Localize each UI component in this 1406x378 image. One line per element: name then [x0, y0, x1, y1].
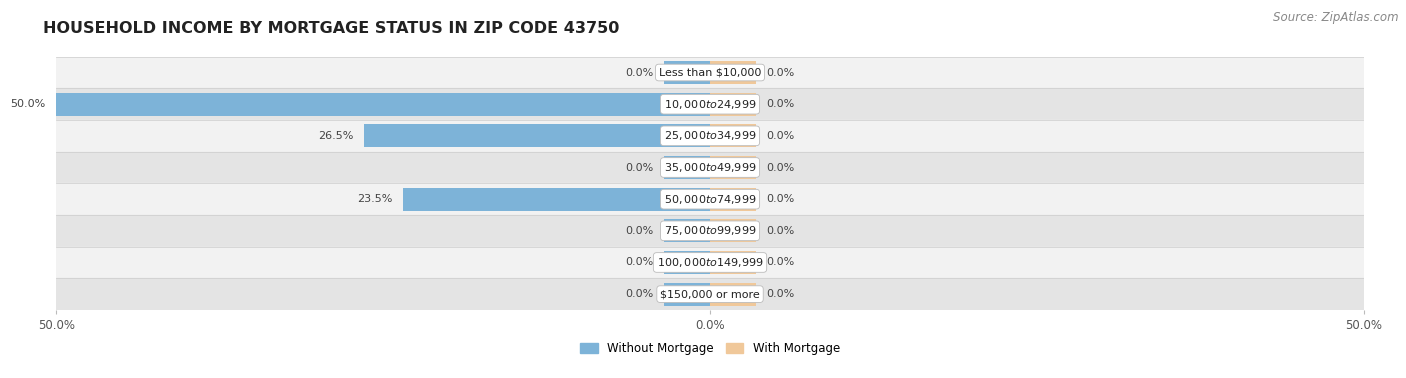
Text: 0.0%: 0.0% [766, 131, 794, 141]
Bar [664, 61, 710, 84]
Bar [56, 183, 1364, 215]
Bar [56, 215, 1364, 247]
Text: Source: ZipAtlas.com: Source: ZipAtlas.com [1274, 11, 1399, 24]
Bar [664, 251, 710, 274]
Text: 23.5%: 23.5% [357, 194, 392, 204]
Text: 0.0%: 0.0% [766, 99, 794, 109]
Text: $35,000 to $49,999: $35,000 to $49,999 [664, 161, 756, 174]
Bar [710, 283, 756, 305]
Text: $50,000 to $74,999: $50,000 to $74,999 [664, 193, 756, 206]
Text: 50.0%: 50.0% [10, 99, 46, 109]
Bar [56, 278, 1364, 310]
Bar [56, 88, 1364, 120]
Text: 0.0%: 0.0% [626, 226, 654, 236]
Bar [56, 246, 1364, 278]
Bar [710, 251, 756, 274]
Bar [364, 124, 710, 147]
Bar [710, 188, 756, 211]
Text: Less than $10,000: Less than $10,000 [659, 68, 761, 77]
Bar [56, 120, 1364, 152]
Text: 0.0%: 0.0% [766, 194, 794, 204]
Text: 0.0%: 0.0% [766, 68, 794, 77]
Bar [664, 283, 710, 305]
Bar [710, 124, 756, 147]
Bar [56, 93, 710, 116]
Bar [710, 156, 756, 179]
Text: 0.0%: 0.0% [766, 226, 794, 236]
Text: 0.0%: 0.0% [626, 68, 654, 77]
Text: 26.5%: 26.5% [318, 131, 353, 141]
Legend: Without Mortgage, With Mortgage: Without Mortgage, With Mortgage [575, 337, 845, 360]
Bar [56, 152, 1364, 183]
Text: 0.0%: 0.0% [626, 289, 654, 299]
Text: 0.0%: 0.0% [766, 163, 794, 172]
Bar [710, 219, 756, 242]
Bar [710, 93, 756, 116]
Text: $25,000 to $34,999: $25,000 to $34,999 [664, 129, 756, 143]
Bar [710, 61, 756, 84]
Text: HOUSEHOLD INCOME BY MORTGAGE STATUS IN ZIP CODE 43750: HOUSEHOLD INCOME BY MORTGAGE STATUS IN Z… [44, 22, 620, 36]
Bar [664, 219, 710, 242]
Text: $10,000 to $24,999: $10,000 to $24,999 [664, 98, 756, 111]
Text: 0.0%: 0.0% [766, 289, 794, 299]
Text: $75,000 to $99,999: $75,000 to $99,999 [664, 224, 756, 237]
Text: 0.0%: 0.0% [626, 163, 654, 172]
Bar [402, 188, 710, 211]
Bar [664, 156, 710, 179]
Text: 0.0%: 0.0% [626, 257, 654, 268]
Bar [56, 57, 1364, 88]
Text: 0.0%: 0.0% [766, 257, 794, 268]
Text: $150,000 or more: $150,000 or more [661, 289, 759, 299]
Text: $100,000 to $149,999: $100,000 to $149,999 [657, 256, 763, 269]
